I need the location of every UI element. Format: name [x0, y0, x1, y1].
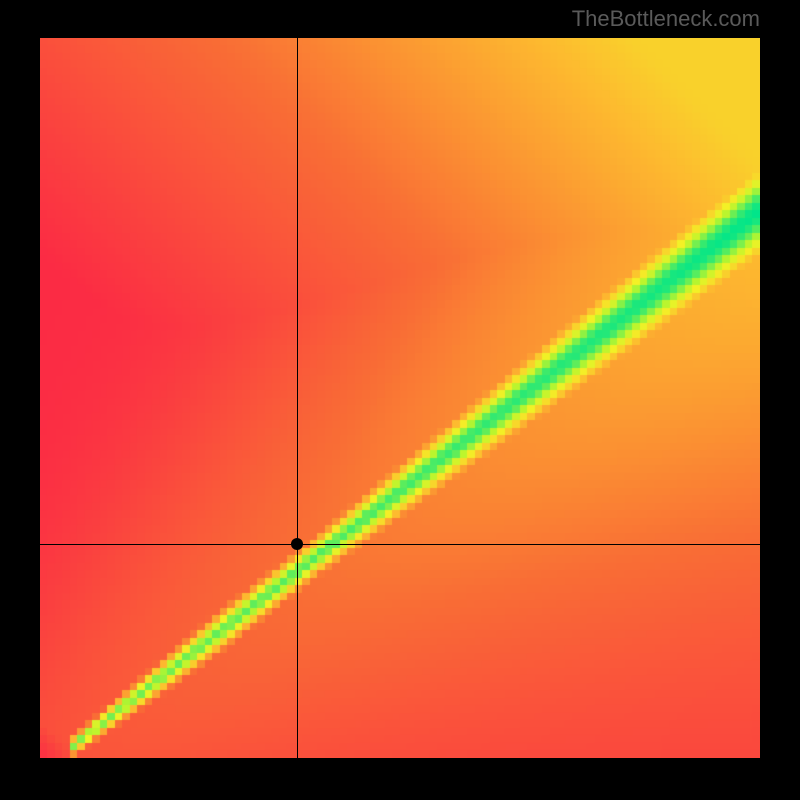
crosshair-marker — [291, 538, 303, 550]
heatmap-canvas — [40, 38, 760, 758]
watermark-text: TheBottleneck.com — [572, 6, 760, 32]
heatmap-plot — [40, 38, 760, 758]
crosshair-horizontal — [40, 544, 760, 545]
crosshair-vertical — [297, 38, 298, 758]
